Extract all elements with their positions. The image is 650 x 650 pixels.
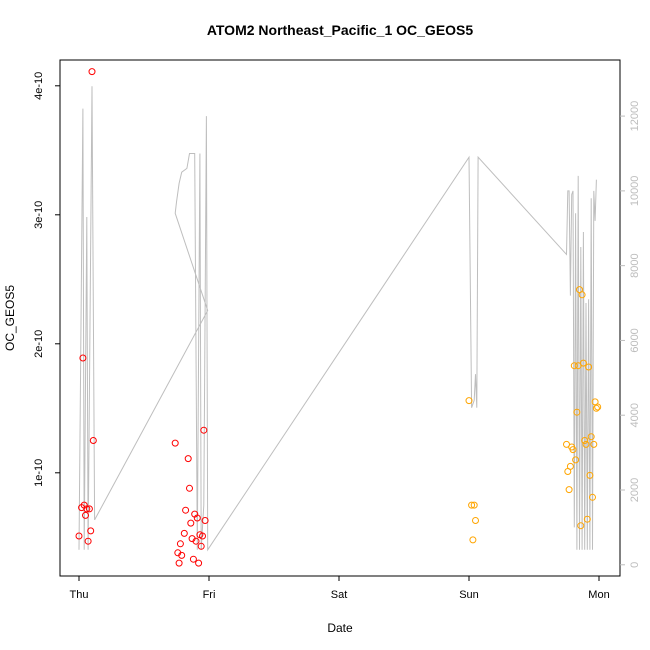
red-data-point: [89, 437, 97, 444]
orange-data-point: [469, 536, 477, 544]
orange-data-point: [573, 408, 581, 416]
red-data-point: [201, 517, 209, 524]
left-tick-label: 3e-10: [33, 201, 45, 229]
orange-data-point: [570, 362, 578, 370]
red-data-point: [88, 68, 96, 76]
red-data-point: [82, 511, 89, 519]
red-data-point: [87, 527, 95, 535]
right-tick-label: 8000: [629, 253, 641, 277]
orange-data-point: [472, 517, 479, 524]
right-y-axis: 0 2000 4000 6000 8000 10000 12000: [620, 101, 641, 568]
red-data-point: [171, 439, 179, 447]
left-tick-label: 4e-10: [33, 72, 45, 100]
right-tick-label: 10000: [629, 176, 641, 207]
orange-data-point: [470, 501, 478, 509]
right-tick-label: 12000: [629, 101, 641, 132]
orange-data-point: [581, 437, 589, 444]
red-data-point: [199, 532, 206, 540]
orange-data-point: [585, 363, 593, 371]
red-data-point: [197, 542, 205, 550]
orange-data-point: [594, 403, 602, 411]
orange-data-point: [590, 440, 598, 448]
red-data-point: [180, 529, 188, 537]
x-tick-label: Fri: [203, 589, 216, 601]
red-data-point: [84, 537, 92, 545]
left-tick-label: 1e-10: [33, 459, 45, 487]
y-axis-label: OC_GEOS5: [3, 285, 17, 351]
red-data-point: [182, 506, 190, 514]
plot-box: [59, 59, 621, 577]
orange-data-point: [579, 359, 587, 367]
orange-data-point: [577, 522, 585, 530]
x-tick-label: Thu: [70, 589, 89, 601]
orange-data-point: [582, 440, 590, 448]
right-tick-label: 0: [629, 562, 641, 568]
red-data-point: [79, 354, 87, 362]
orange-data-point: [586, 471, 594, 479]
data-points: [75, 68, 602, 567]
orange-data-point: [572, 456, 580, 464]
chart-title: ATOM2 Northeast_Pacific_1 OC_GEOS5: [207, 22, 474, 38]
red-data-point: [200, 426, 208, 434]
red-data-point: [175, 559, 183, 567]
red-data-point: [184, 455, 192, 463]
red-data-point: [187, 519, 195, 527]
x-tick-label: Mon: [588, 589, 609, 601]
orange-data-point: [589, 493, 596, 501]
red-data-point: [195, 559, 203, 567]
red-data-point: [178, 551, 186, 559]
x-axis: Thu Fri Sat Sun Mon: [70, 576, 610, 601]
x-tick-label: Sun: [459, 589, 479, 601]
red-data-point: [83, 505, 91, 513]
red-data-point: [75, 532, 83, 540]
orange-data-point: [565, 486, 573, 494]
orange-data-point: [465, 397, 473, 405]
orange-data-point: [583, 515, 591, 523]
left-y-axis: 1e-10 2e-10 3e-10 4e-10: [33, 72, 60, 487]
altitude-series-line: [78, 86, 597, 552]
orange-data-point: [587, 433, 595, 441]
red-data-point: [192, 537, 200, 545]
red-data-point: [193, 514, 201, 522]
orange-data-point: [592, 404, 600, 412]
orange-data-point: [578, 291, 586, 299]
x-axis-label: Date: [327, 621, 353, 635]
right-tick-label: 6000: [629, 328, 641, 352]
right-tick-label: 2000: [629, 478, 641, 502]
x-tick-label: Sat: [331, 589, 348, 601]
red-data-point: [189, 555, 197, 563]
red-data-point: [85, 505, 93, 513]
orange-data-point: [566, 462, 574, 470]
orange-data-point: [468, 501, 476, 509]
red-data-point: [186, 484, 193, 492]
red-data-point: [176, 540, 184, 548]
left-tick-label: 2e-10: [33, 330, 45, 358]
right-tick-label: 4000: [629, 403, 641, 427]
orange-data-point: [569, 446, 577, 454]
